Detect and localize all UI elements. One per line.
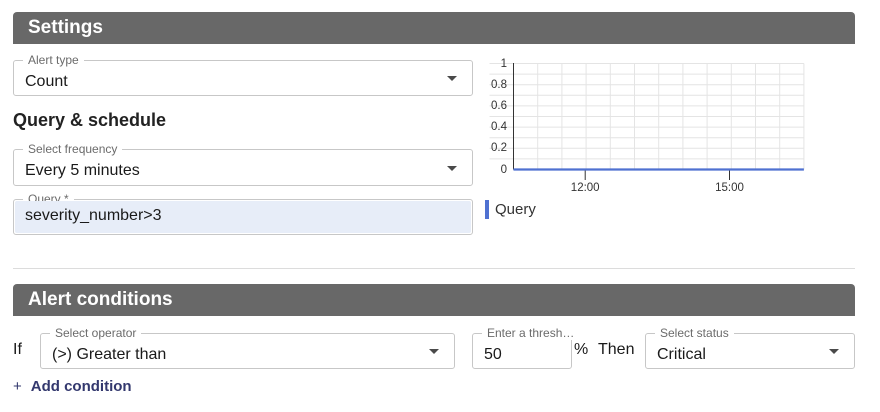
svg-text:0.6: 0.6 [491, 100, 507, 112]
svg-text:0: 0 [501, 164, 507, 176]
svg-text:0.4: 0.4 [491, 121, 508, 133]
svg-text:15:00: 15:00 [715, 182, 744, 194]
svg-text:0.8: 0.8 [491, 79, 507, 91]
svg-text:12:00: 12:00 [571, 182, 600, 194]
svg-text:0.2: 0.2 [491, 142, 507, 154]
svg-text:1: 1 [501, 58, 507, 70]
